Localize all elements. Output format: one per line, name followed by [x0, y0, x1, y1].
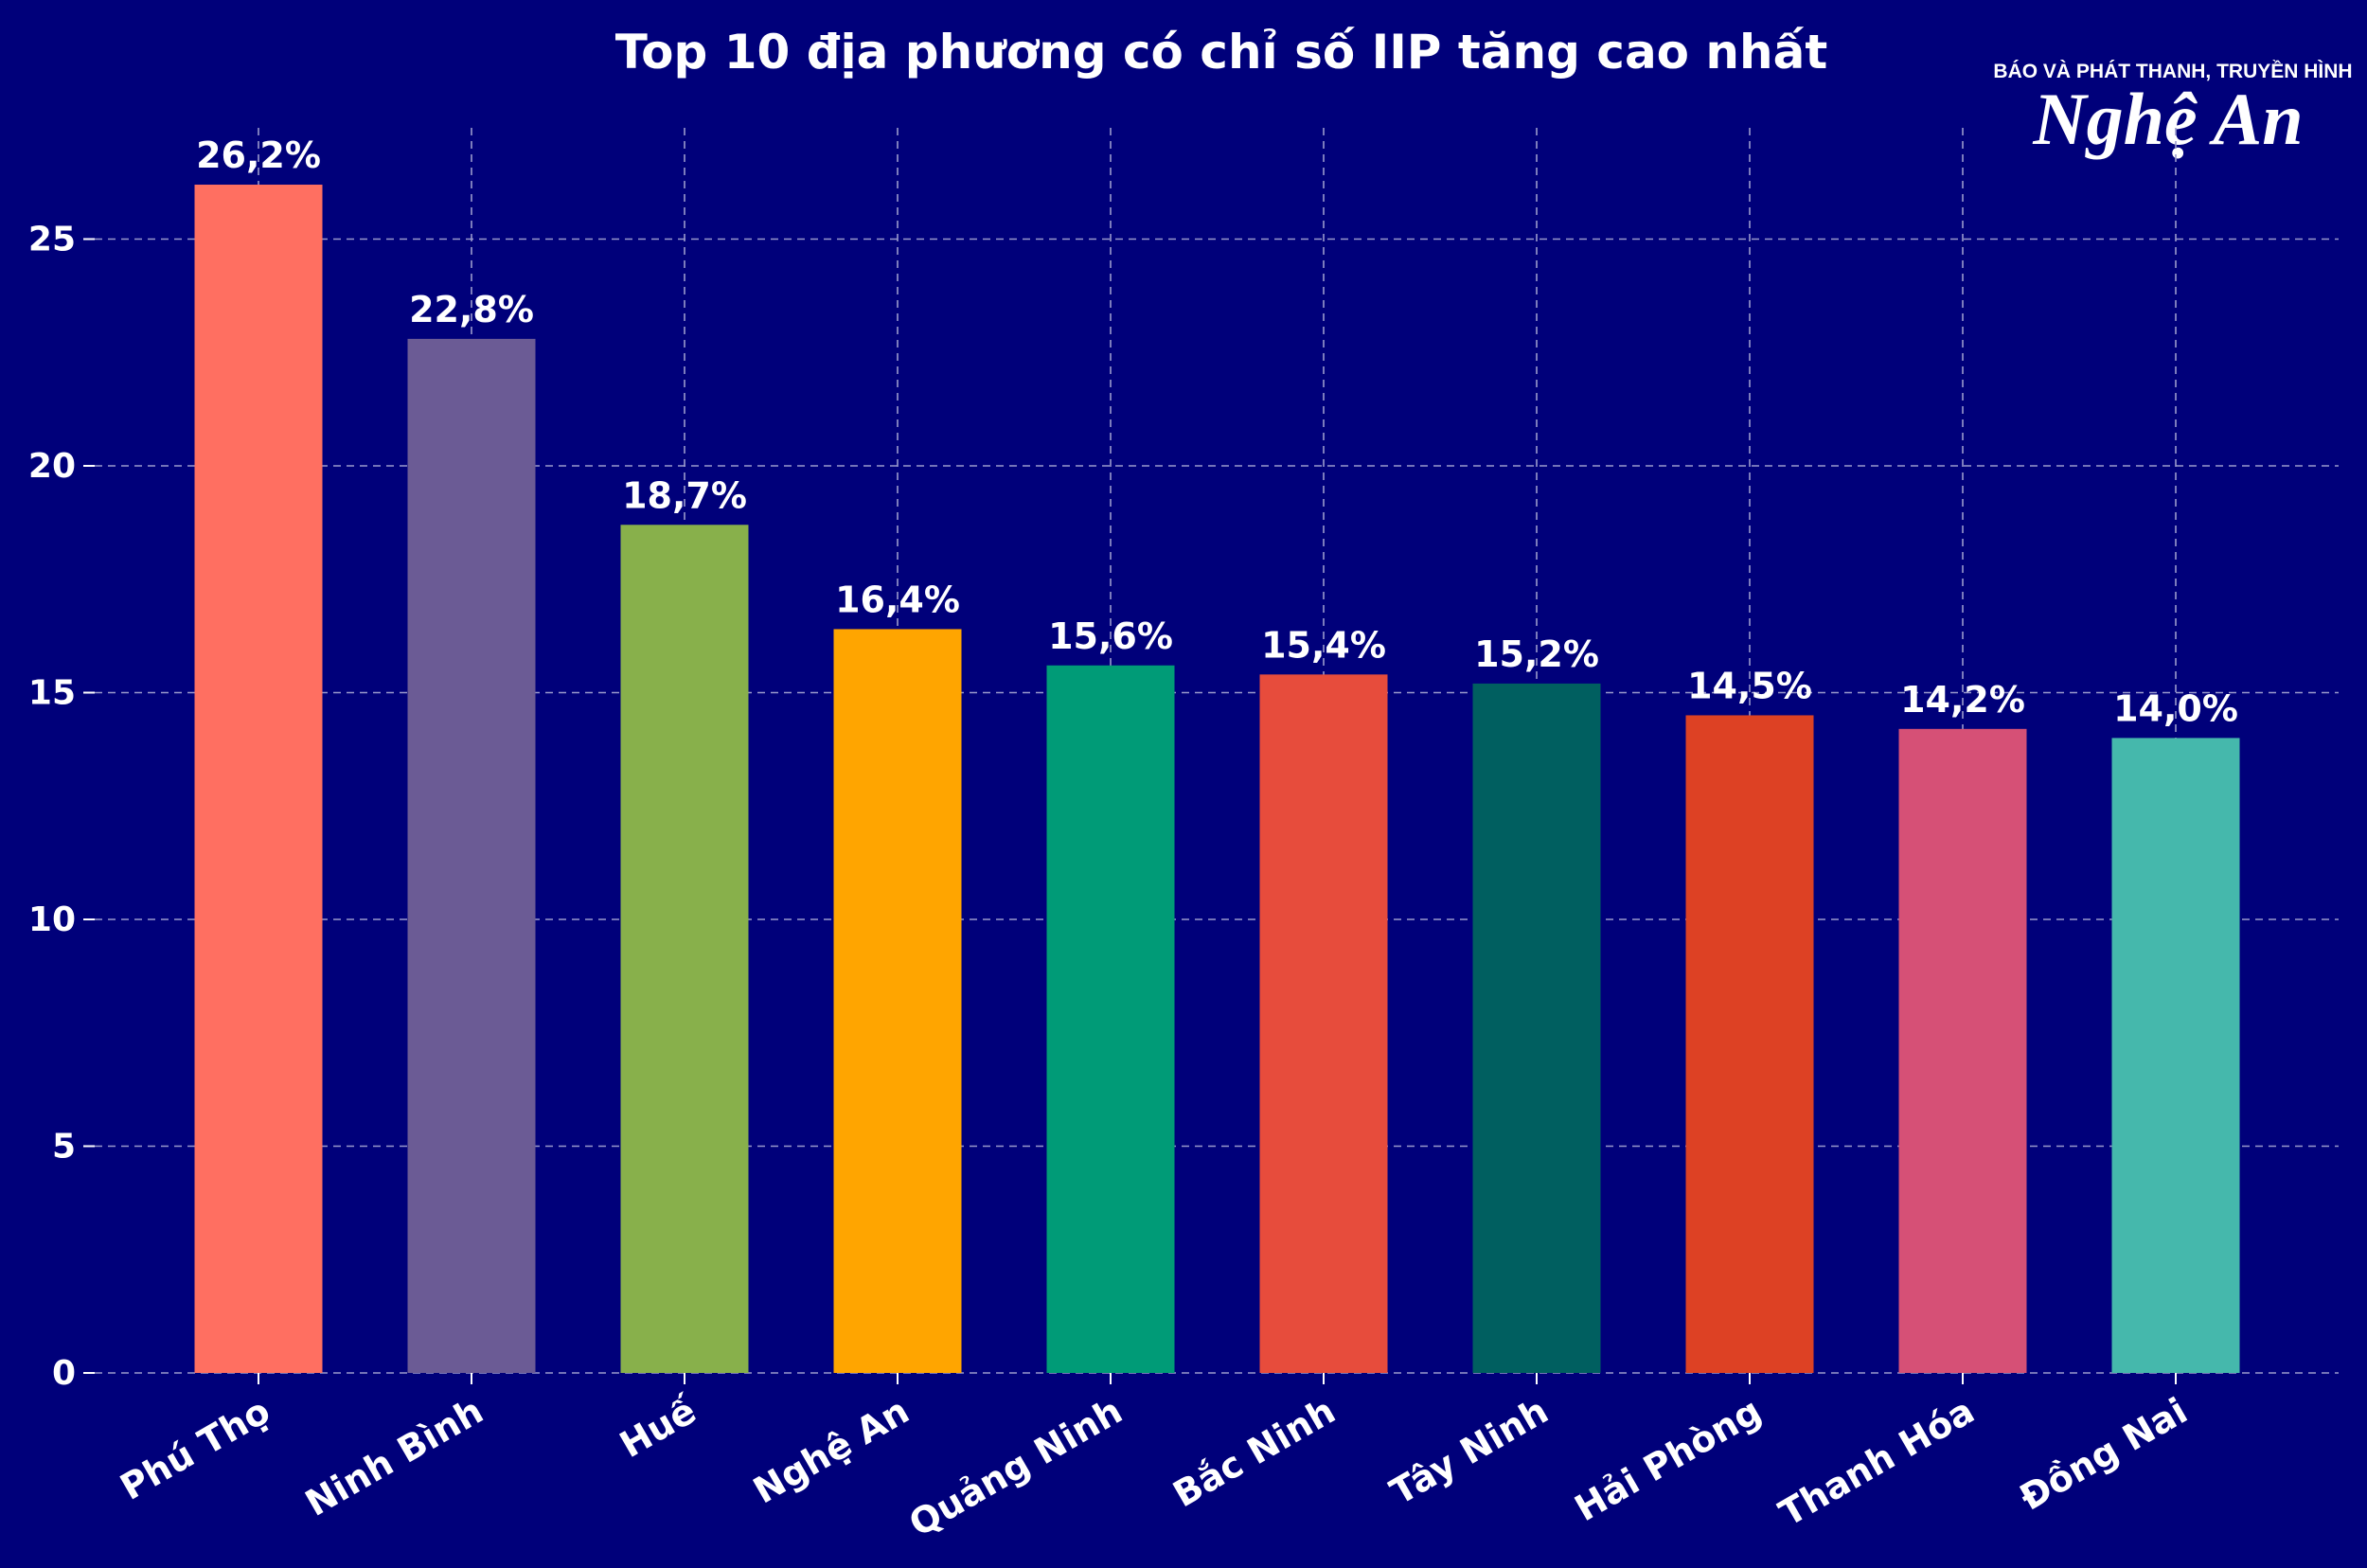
data-label-4: 15,6%	[1048, 615, 1173, 657]
y-tick-label-0: 0	[52, 1354, 76, 1393]
bar-3	[833, 629, 962, 1373]
x-tick-label-8: Thanh Hóa	[1772, 1390, 1982, 1535]
bar-9	[2111, 738, 2240, 1373]
x-tick-label-1: Ninh Bình	[298, 1390, 489, 1524]
x-tick-label-4: Quảng Ninh	[902, 1390, 1130, 1545]
data-label-2: 18,7%	[622, 474, 747, 516]
x-tick-label-9: Đồng Nai	[2013, 1390, 2195, 1519]
data-label-5: 15,4%	[1261, 624, 1386, 666]
logo-tagline: BÁO VÀ PHÁT THANH, TRUYỀN HÌNH	[1993, 61, 2352, 82]
y-tick-label-5: 25	[28, 221, 76, 259]
bar-6	[1472, 683, 1601, 1373]
x-tick-label-3: Nghệ An	[746, 1390, 916, 1512]
data-label-1: 22,8%	[409, 289, 534, 330]
data-label-3: 16,4%	[835, 579, 960, 620]
chart-title: Top 10 địa phương có chỉ số IIP tăng cao…	[615, 25, 1828, 80]
x-tick-label-6: Tây Ninh	[1383, 1390, 1556, 1513]
y-tick-label-2: 10	[28, 900, 76, 939]
bar-2	[620, 525, 749, 1373]
logo-name: Nghệ An	[2032, 78, 2303, 160]
bar-1	[407, 338, 536, 1373]
y-tick-label-1: 5	[52, 1128, 76, 1167]
x-gridlines	[258, 128, 2177, 1373]
y-tick-label-3: 15	[28, 674, 76, 713]
x-tick-label-7: Hải Phòng	[1568, 1390, 1769, 1530]
data-label-6: 15,2%	[1474, 633, 1599, 675]
bars	[194, 185, 2240, 1373]
data-label-0: 26,2%	[196, 134, 321, 176]
x-tick-label-0: Phú Thọ	[114, 1390, 277, 1508]
data-label-9: 14,0%	[2113, 687, 2238, 729]
data-labels: 26,2% 22,8% 18,7% 16,4% 15,6% 15,4% 15,2% 14,5%…	[196, 134, 2238, 729]
bar-7	[1685, 715, 1814, 1373]
data-label-8: 14,2%	[1900, 679, 2025, 721]
bar-5	[1259, 674, 1388, 1373]
data-label-7: 14,5%	[1687, 665, 1812, 706]
x-tick-label-2: Huế	[613, 1389, 703, 1466]
x-tick-label-5: Bắc Ninh	[1166, 1390, 1343, 1516]
bar-4	[1046, 665, 1175, 1373]
bar-0	[194, 185, 323, 1373]
bar-8	[1898, 728, 2027, 1373]
y-axis-ticks: 0 5 10 15 20 25	[28, 221, 95, 1393]
y-tick-label-4: 20	[28, 447, 76, 486]
newspaper-logo: BÁO VÀ PHÁT THANH, TRUYỀN HÌNH Nghệ An	[1993, 61, 2352, 160]
